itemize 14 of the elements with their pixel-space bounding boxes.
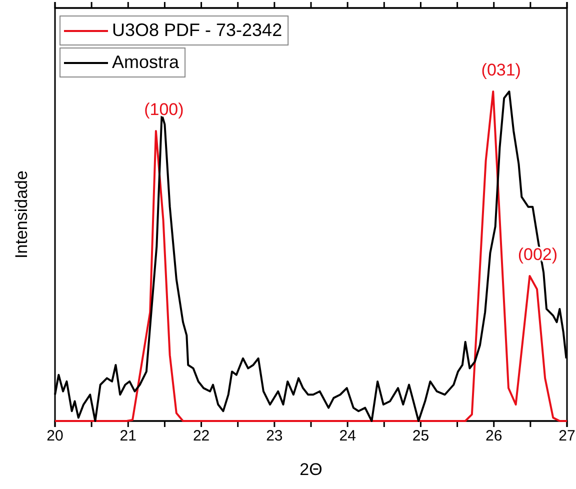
- x-axis-title: 2Θ: [300, 460, 322, 479]
- x-tick-label: 25: [412, 428, 430, 445]
- y-axis-title: Intensidade: [12, 170, 31, 258]
- x-tick-label: 20: [46, 428, 64, 445]
- x-tick-label: 23: [266, 428, 283, 445]
- x-tick-label: 26: [486, 428, 502, 445]
- x-tick-label: 22: [192, 428, 210, 445]
- x-tick-label: 27: [558, 428, 576, 445]
- annotation: (031): [481, 60, 521, 80]
- legend-label: U3O8 PDF - 73-2342: [112, 20, 282, 40]
- annotation: (100): [144, 100, 184, 120]
- x-tick-label: 24: [339, 428, 356, 445]
- x-tick-label: 21: [120, 428, 136, 445]
- legend-label: Amostra: [112, 52, 180, 72]
